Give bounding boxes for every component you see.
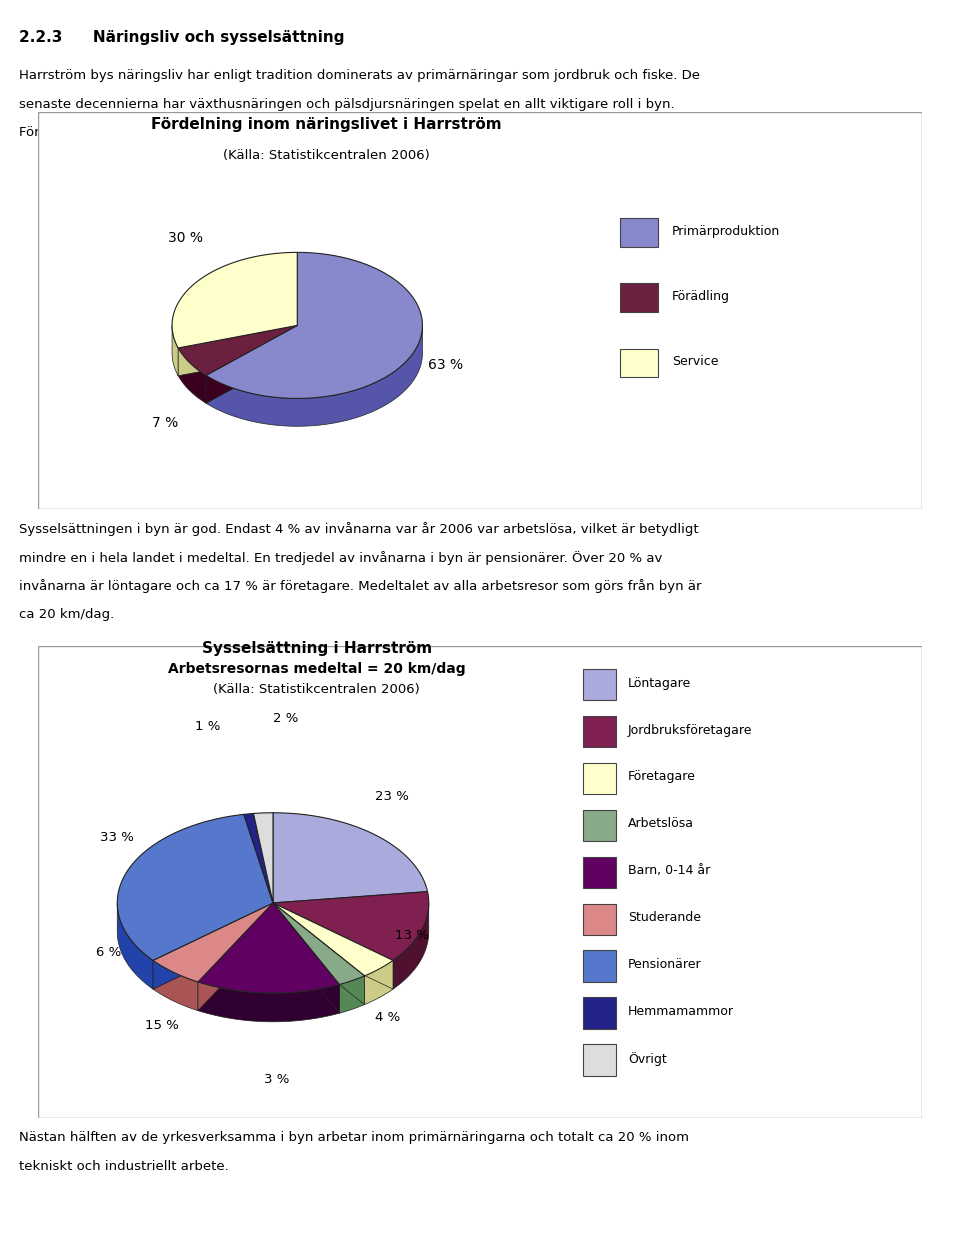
Text: senaste decennierna har växthusnäringen och pälsdjursnäringen spelat en allt vik: senaste decennierna har växthusnäringen … (19, 98, 675, 111)
FancyBboxPatch shape (583, 668, 615, 700)
FancyBboxPatch shape (583, 903, 615, 935)
Text: Studerande: Studerande (628, 912, 701, 924)
Text: Primärproduktion: Primärproduktion (672, 225, 780, 237)
FancyBboxPatch shape (583, 857, 615, 888)
FancyBboxPatch shape (583, 715, 615, 746)
Polygon shape (273, 903, 365, 1005)
Polygon shape (273, 903, 393, 989)
Text: invånarna är löntagare och ca 17 % är företagare. Medeltalet av alla arbetsresor: invånarna är löntagare och ca 17 % är fö… (19, 579, 702, 594)
FancyBboxPatch shape (620, 349, 658, 376)
Text: Arbetslösa: Arbetslösa (628, 817, 694, 831)
Polygon shape (273, 903, 365, 1005)
Text: (Källa: Statistikcentralen 2006): (Källa: Statistikcentralen 2006) (223, 149, 430, 161)
Polygon shape (179, 348, 206, 404)
FancyBboxPatch shape (583, 810, 615, 841)
Text: 2 %: 2 % (273, 712, 298, 725)
FancyBboxPatch shape (620, 219, 658, 246)
Text: 6 %: 6 % (96, 945, 122, 959)
Text: Service: Service (672, 355, 718, 368)
Polygon shape (198, 903, 339, 994)
Polygon shape (206, 325, 298, 404)
Polygon shape (273, 903, 393, 976)
Text: Arbetsresornas medeltal = 20 km/dag: Arbetsresornas medeltal = 20 km/dag (168, 662, 466, 676)
Polygon shape (206, 325, 298, 404)
Polygon shape (253, 812, 273, 903)
Text: mindre en i hela landet i medeltal. En tredjedel av invånarna i byn är pensionär: mindre en i hela landet i medeltal. En t… (19, 550, 662, 565)
Polygon shape (244, 814, 273, 903)
FancyBboxPatch shape (583, 763, 615, 794)
Polygon shape (179, 325, 298, 376)
Polygon shape (393, 903, 429, 989)
Polygon shape (273, 903, 365, 985)
FancyBboxPatch shape (583, 997, 615, 1028)
Polygon shape (172, 325, 179, 376)
Polygon shape (206, 325, 422, 426)
Text: 1 %: 1 % (195, 720, 220, 733)
Text: Övrigt: Övrigt (628, 1052, 666, 1066)
Text: Barn, 0-14 år: Barn, 0-14 år (628, 864, 710, 877)
Text: 7 %: 7 % (152, 416, 179, 430)
Polygon shape (117, 815, 273, 960)
Text: 15 %: 15 % (145, 1020, 180, 1032)
Text: (Källa: Statistikcentralen 2006): (Källa: Statistikcentralen 2006) (213, 683, 420, 697)
Text: Harrström bys näringsliv har enligt tradition dominerats av primärnäringar som j: Harrström bys näringsliv har enligt trad… (19, 70, 700, 82)
Text: Löntagare: Löntagare (628, 677, 691, 689)
Text: Förädling: Förädling (672, 291, 730, 303)
Polygon shape (179, 325, 298, 376)
Text: 33 %: 33 % (101, 831, 134, 843)
Polygon shape (198, 903, 273, 1011)
Polygon shape (365, 960, 393, 1005)
Text: Hemmamammor: Hemmamammor (628, 1005, 733, 1018)
Polygon shape (153, 903, 273, 989)
Polygon shape (179, 325, 298, 375)
Text: Nästan hälften av de yrkesverksamma i byn arbetar inom primärnäringarna och tota: Nästan hälften av de yrkesverksamma i by… (19, 1131, 689, 1144)
Polygon shape (273, 903, 393, 989)
Text: Sysselsättningen i byn är god. Endast 4 % av invånarna var år 2006 var arbetslös: Sysselsättningen i byn är god. Endast 4 … (19, 522, 699, 537)
Text: Sysselsättning i Harrström: Sysselsättning i Harrström (202, 641, 432, 656)
Polygon shape (172, 252, 298, 348)
FancyBboxPatch shape (583, 950, 615, 981)
FancyBboxPatch shape (620, 283, 658, 312)
Polygon shape (153, 960, 198, 1011)
Polygon shape (273, 892, 429, 960)
Text: tekniskt och industriellt arbete.: tekniskt och industriellt arbete. (19, 1160, 228, 1172)
Text: 2.2.3  Näringsliv och sysselsättning: 2.2.3 Näringsliv och sysselsättning (19, 30, 345, 45)
Polygon shape (117, 903, 153, 989)
Polygon shape (198, 982, 339, 1022)
Text: Pensionärer: Pensionärer (628, 959, 702, 971)
FancyBboxPatch shape (38, 646, 922, 1118)
Polygon shape (273, 812, 427, 903)
Text: 23 %: 23 % (375, 790, 409, 802)
Text: 4 %: 4 % (375, 1011, 400, 1025)
Polygon shape (339, 976, 365, 1013)
Polygon shape (273, 903, 339, 1013)
Text: 3 %: 3 % (264, 1073, 290, 1086)
Text: Företagsamheten i byn är stor och största delen av företagen är enmans- eller fa: Företagsamheten i byn är stor och störst… (19, 127, 646, 139)
Text: 30 %: 30 % (168, 231, 204, 246)
Text: Företagare: Företagare (628, 770, 696, 784)
Text: 63 %: 63 % (428, 358, 464, 371)
Polygon shape (153, 903, 273, 982)
FancyBboxPatch shape (583, 1045, 615, 1076)
Polygon shape (153, 903, 273, 989)
Text: Jordbruksföretagare: Jordbruksföretagare (628, 724, 753, 737)
Polygon shape (273, 903, 339, 1013)
Text: 13 %: 13 % (396, 929, 429, 943)
Text: Fördelning inom näringslivet i Harrström: Fördelning inom näringslivet i Harrström (151, 117, 502, 133)
Text: ca 20 km/dag.: ca 20 km/dag. (19, 609, 114, 621)
Polygon shape (206, 252, 422, 399)
Polygon shape (198, 903, 273, 1011)
FancyBboxPatch shape (38, 112, 922, 509)
